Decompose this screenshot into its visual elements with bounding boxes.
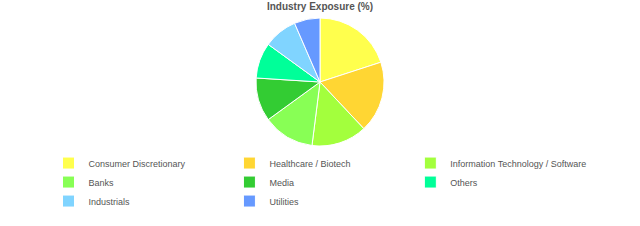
svg-text:Utilities: Utilities — [269, 197, 299, 207]
svg-text:Consumer Discretionary: Consumer Discretionary — [89, 159, 186, 169]
svg-text:Others: Others — [450, 178, 478, 188]
svg-text:Media: Media — [269, 178, 294, 188]
svg-text:Banks: Banks — [89, 178, 115, 188]
svg-text:Information Technology / Softw: Information Technology / Software — [450, 159, 586, 169]
svg-text:Healthcare / Biotech: Healthcare / Biotech — [269, 159, 350, 169]
svg-text:Industry Exposure (%): Industry Exposure (%) — [267, 1, 373, 12]
svg-text:Industrials: Industrials — [89, 197, 131, 207]
